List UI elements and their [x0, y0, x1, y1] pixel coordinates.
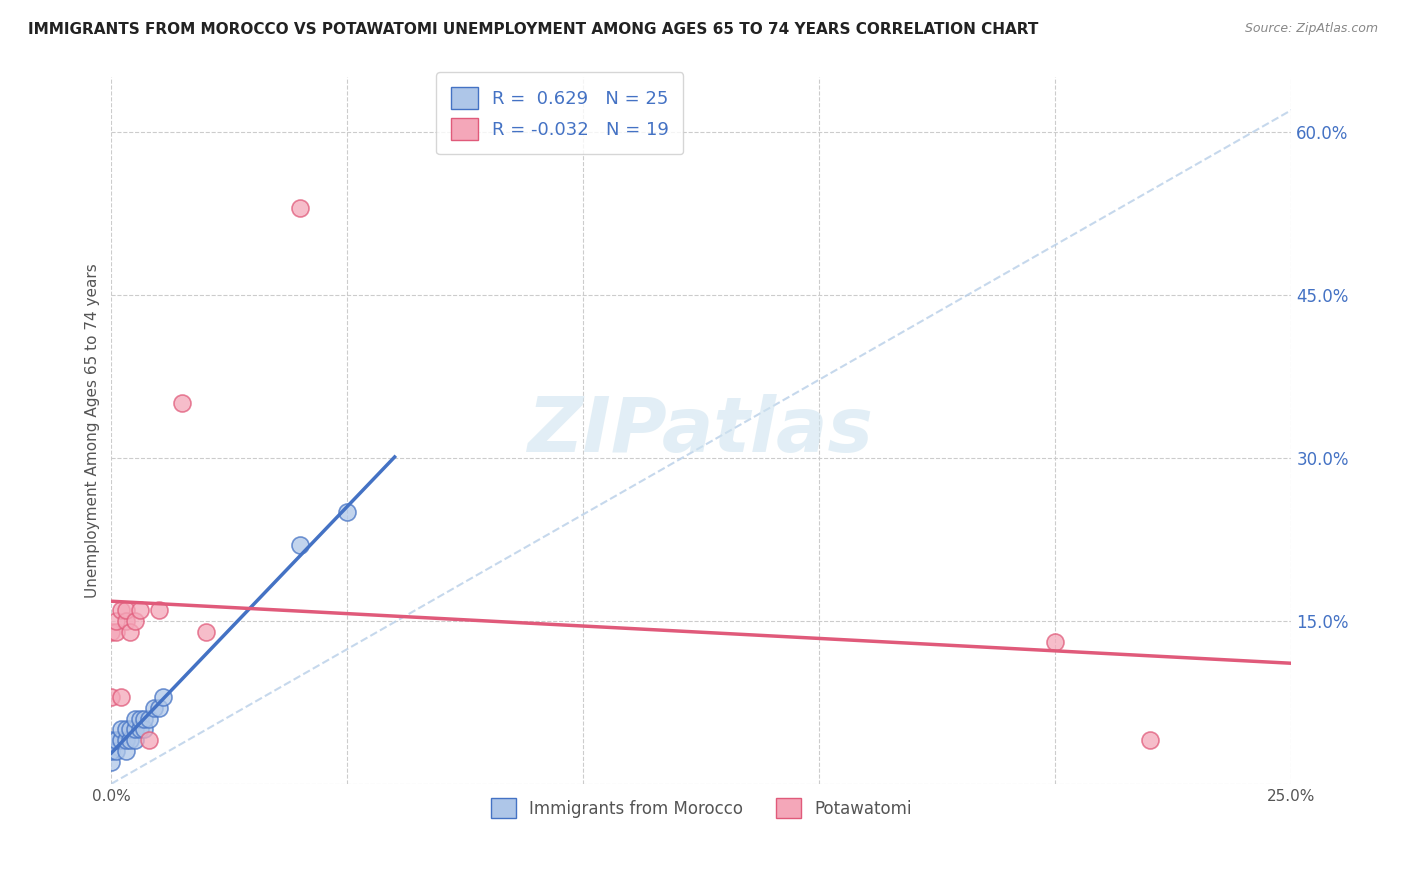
Point	[138, 712, 160, 726]
Point	[100, 624, 122, 639]
Point	[114, 733, 136, 747]
Point	[1139, 733, 1161, 747]
Point	[148, 700, 170, 714]
Point	[114, 603, 136, 617]
Point	[110, 690, 132, 704]
Point	[134, 723, 156, 737]
Point	[105, 733, 128, 747]
Point	[110, 723, 132, 737]
Point	[124, 614, 146, 628]
Point	[105, 614, 128, 628]
Text: IMMIGRANTS FROM MOROCCO VS POTAWATOMI UNEMPLOYMENT AMONG AGES 65 TO 74 YEARS COR: IMMIGRANTS FROM MOROCCO VS POTAWATOMI UN…	[28, 22, 1039, 37]
Point	[290, 201, 312, 215]
Point	[128, 723, 150, 737]
Point	[134, 712, 156, 726]
Point	[128, 712, 150, 726]
Point	[105, 624, 128, 639]
Point	[105, 744, 128, 758]
Point	[114, 614, 136, 628]
Point	[120, 733, 142, 747]
Point	[142, 700, 165, 714]
Point	[128, 603, 150, 617]
Point	[114, 744, 136, 758]
Point	[1045, 635, 1067, 649]
Point	[110, 603, 132, 617]
Point	[138, 733, 160, 747]
Point	[152, 690, 174, 704]
Point	[124, 712, 146, 726]
Point	[114, 723, 136, 737]
Legend: Immigrants from Morocco, Potawatomi: Immigrants from Morocco, Potawatomi	[484, 791, 920, 825]
Point	[120, 723, 142, 737]
Point	[124, 723, 146, 737]
Point	[172, 396, 194, 410]
Point	[110, 733, 132, 747]
Point	[100, 755, 122, 769]
Point	[100, 690, 122, 704]
Point	[290, 538, 312, 552]
Point	[124, 733, 146, 747]
Text: ZIPatlas: ZIPatlas	[529, 393, 875, 467]
Y-axis label: Unemployment Among Ages 65 to 74 years: Unemployment Among Ages 65 to 74 years	[86, 263, 100, 598]
Point	[194, 624, 217, 639]
Point	[120, 624, 142, 639]
Point	[148, 603, 170, 617]
Text: Source: ZipAtlas.com: Source: ZipAtlas.com	[1244, 22, 1378, 36]
Point	[100, 744, 122, 758]
Point	[336, 505, 359, 519]
Point	[100, 733, 122, 747]
